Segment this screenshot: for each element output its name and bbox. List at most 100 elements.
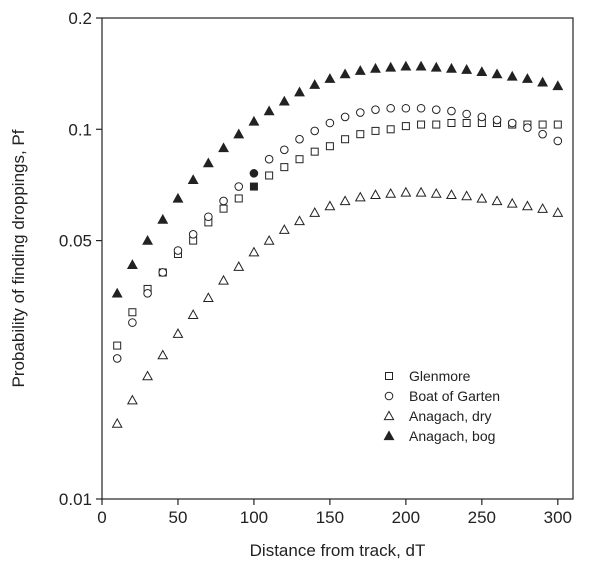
point-anagach-dry (400, 186, 412, 197)
y-tick-label: 0.1 (68, 120, 92, 139)
point-anagach-dry (111, 417, 123, 428)
point-anagach-dry (309, 207, 321, 217)
point-anagach-dry (506, 197, 518, 208)
point-anagach-bog (461, 64, 473, 74)
point-anagach-dry (461, 190, 473, 201)
point-anagach-bog (157, 213, 169, 224)
point-glenmore (417, 120, 426, 129)
point-glenmore (310, 147, 319, 156)
point-boat-of-garten (523, 123, 532, 132)
point-boat-of-garten (538, 129, 547, 139)
legend-label-glenmore: Glenmore (409, 368, 471, 384)
point-anagach-bog (126, 259, 138, 269)
point-boat-of-garten (447, 106, 456, 116)
point-anagach-dry (157, 349, 169, 360)
point-anagach-bog (294, 86, 305, 97)
point-boat-of-garten (462, 109, 471, 119)
point-glenmore (401, 122, 410, 131)
axis-ticks: 0 50 100 150 200 250 300 0.01 0.05 0.1 0.2 (59, 9, 572, 527)
point-glenmore (265, 171, 274, 180)
point-anagach-dry (218, 274, 229, 285)
point-anagach-dry (385, 187, 397, 198)
point-glenmore (447, 118, 456, 127)
point-boat-of-garten (310, 126, 320, 136)
legend-marker-anagach-bog (383, 430, 395, 441)
x-tick-label: 250 (468, 508, 496, 527)
point-boat-of-garten (401, 103, 411, 113)
point-boat-of-garten (280, 145, 289, 155)
x-tick-label: 0 (97, 508, 106, 527)
point-boat-of-garten (477, 112, 487, 122)
point-glenmore (386, 125, 395, 134)
point-anagach-dry (202, 292, 214, 303)
legend-label-anagach-bog: Anagach, bog (409, 428, 495, 444)
point-boat-of-garten (431, 105, 441, 114)
point-glenmore (219, 204, 228, 213)
point-boat-of-garten (249, 169, 259, 178)
plot-frame (101, 17, 574, 500)
point-anagach-bog (506, 70, 518, 81)
point-anagach-bog (476, 66, 488, 77)
point-boat-of-garten (355, 108, 365, 117)
legend-label-boat-of-garten: Boat of Garten (409, 388, 500, 404)
point-boat-of-garten (325, 118, 335, 128)
point-boat-of-garten (553, 136, 563, 146)
point-glenmore (280, 163, 289, 172)
point-anagach-bog (202, 157, 214, 168)
point-glenmore (553, 120, 562, 129)
point-anagach-bog (385, 61, 397, 72)
point-anagach-bog (324, 73, 336, 83)
legend-marker-anagach-dry (383, 410, 395, 421)
point-anagach-bog (521, 73, 533, 83)
point-glenmore (234, 194, 243, 203)
y-axis-title: Probability of finding droppings, Pf (9, 129, 28, 387)
point-anagach-bog (309, 79, 321, 89)
point-anagach-bog (339, 68, 351, 79)
point-anagach-dry (126, 394, 138, 405)
point-anagach-bog (172, 192, 184, 203)
point-anagach-dry (446, 189, 457, 199)
point-anagach-dry (354, 191, 366, 202)
point-boat-of-garten (143, 289, 152, 298)
point-glenmore (128, 308, 137, 317)
point-anagach-dry (491, 195, 503, 206)
point-glenmore (325, 142, 334, 151)
point-anagach-bog (187, 174, 199, 185)
x-axis-title: Distance from track, dT (250, 541, 426, 560)
point-anagach-bog (354, 65, 366, 75)
point-anagach-dry (537, 203, 549, 213)
point-glenmore (249, 182, 258, 191)
point-anagach-bog (248, 115, 260, 126)
x-tick-label: 50 (169, 508, 188, 527)
point-boat-of-garten (158, 268, 168, 277)
point-anagach-bog (278, 95, 290, 106)
point-glenmore (432, 120, 441, 129)
point-anagach-dry (278, 224, 290, 234)
x-tick-label: 150 (316, 508, 344, 527)
point-boat-of-garten (219, 196, 228, 206)
point-boat-of-garten (295, 134, 304, 144)
point-anagach-bog (370, 62, 381, 73)
point-glenmore (113, 341, 122, 350)
point-boat-of-garten (371, 105, 380, 114)
point-anagach-bog (400, 60, 412, 71)
point-anagach-bog (142, 234, 154, 245)
legend-marker-glenmore (385, 372, 393, 380)
point-anagach-bog (263, 105, 275, 116)
point-glenmore (356, 130, 365, 139)
point-boat-of-garten (234, 182, 244, 191)
y-tick-label: 0.2 (68, 9, 92, 28)
y-tick-label: 0.05 (59, 232, 92, 251)
x-tick-label: 100 (240, 508, 268, 527)
point-boat-of-garten (264, 154, 274, 164)
point-glenmore (341, 135, 350, 144)
point-anagach-dry (263, 234, 275, 245)
point-anagach-bog (111, 287, 123, 298)
point-anagach-dry (476, 192, 488, 203)
point-anagach-dry (233, 261, 245, 271)
legend-label-anagach-dry: Anagach, dry (409, 408, 492, 424)
point-anagach-dry (142, 370, 154, 381)
point-anagach-dry (370, 189, 381, 199)
point-anagach-bog (218, 142, 229, 153)
